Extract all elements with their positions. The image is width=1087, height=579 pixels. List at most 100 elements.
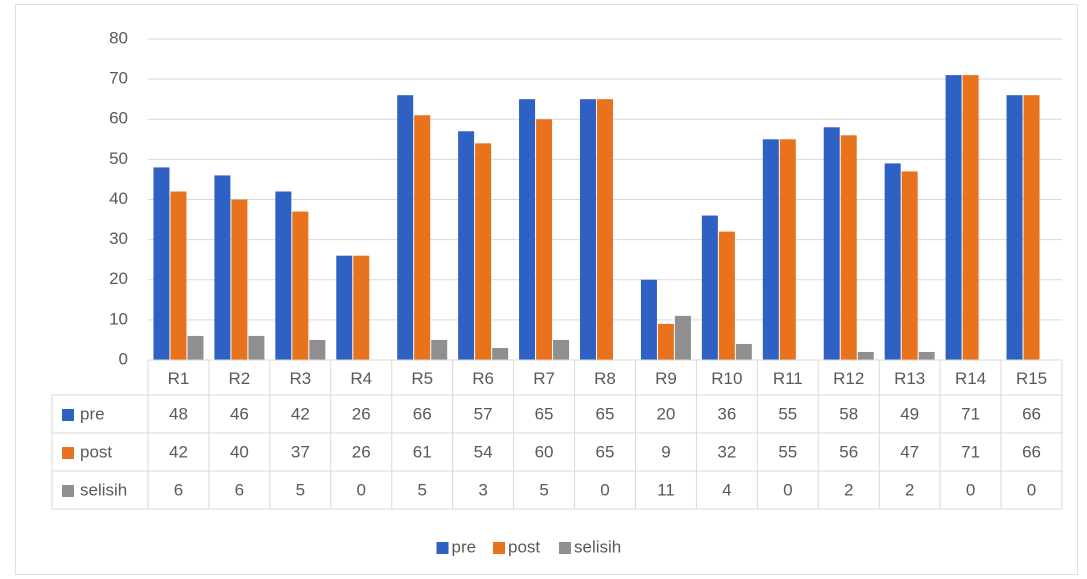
bar xyxy=(858,352,874,360)
bar xyxy=(1007,95,1023,360)
table-legend-key xyxy=(62,447,74,459)
y-tick-label: 80 xyxy=(109,28,128,47)
table-cell: 26 xyxy=(352,404,371,423)
table-cell: 54 xyxy=(474,442,493,461)
table-cell: 2 xyxy=(905,480,914,499)
table-cell: 4 xyxy=(722,480,731,499)
x-tick-label: R12 xyxy=(833,369,864,388)
bar xyxy=(824,127,840,360)
x-tick-label: R13 xyxy=(894,369,925,388)
y-tick-label: 10 xyxy=(109,309,128,328)
x-tick-label: R3 xyxy=(289,369,311,388)
bar xyxy=(702,216,718,360)
x-tick-label: R11 xyxy=(773,369,803,388)
bar xyxy=(353,256,369,360)
y-tick-label: 70 xyxy=(109,69,128,88)
bar xyxy=(580,99,596,360)
table-cell: 55 xyxy=(778,442,797,461)
bar xyxy=(292,212,308,360)
bar xyxy=(719,232,735,360)
x-tick-label: R7 xyxy=(533,369,555,388)
bar xyxy=(231,200,247,361)
bar xyxy=(492,348,508,360)
table-cell: 65 xyxy=(535,404,554,423)
table-row-label: post xyxy=(80,442,112,461)
bar xyxy=(675,316,691,360)
x-tick-label: R9 xyxy=(655,369,677,388)
bar xyxy=(841,135,857,360)
bar xyxy=(597,99,613,360)
table-cell: 20 xyxy=(656,404,675,423)
table-cell: 42 xyxy=(169,442,188,461)
x-tick-label: R8 xyxy=(594,369,616,388)
table-cell: 66 xyxy=(1022,442,1041,461)
table-cell: 26 xyxy=(352,442,371,461)
table-cell: 58 xyxy=(839,404,858,423)
legend-key xyxy=(437,542,449,554)
chart: 01020304050607080R1R2R3R4R5R6R7R8R9R10R1… xyxy=(0,0,1087,579)
bar xyxy=(763,139,779,360)
table-cell: 55 xyxy=(778,404,797,423)
bar xyxy=(1024,95,1040,360)
table-legend-key xyxy=(62,485,74,497)
legend-key xyxy=(493,542,505,554)
table-cell: 5 xyxy=(296,480,305,499)
table-cell: 66 xyxy=(1022,404,1041,423)
table-cell: 5 xyxy=(417,480,426,499)
x-tick-label: R15 xyxy=(1016,369,1047,388)
bar xyxy=(431,340,447,360)
bar xyxy=(641,280,657,360)
bar xyxy=(275,191,291,360)
y-tick-label: 20 xyxy=(109,269,128,288)
bar xyxy=(458,131,474,360)
bar xyxy=(397,95,413,360)
table-cell: 40 xyxy=(230,442,249,461)
table-cell: 65 xyxy=(596,442,615,461)
table-cell: 49 xyxy=(900,404,919,423)
table-cell: 71 xyxy=(961,404,980,423)
table-cell: 6 xyxy=(235,480,244,499)
table-cell: 0 xyxy=(600,480,609,499)
y-tick-label: 40 xyxy=(109,189,128,208)
x-tick-label: R5 xyxy=(411,369,433,388)
y-tick-label: 60 xyxy=(109,109,128,128)
bar xyxy=(536,119,552,360)
x-tick-label: R14 xyxy=(955,369,986,388)
table-cell: 0 xyxy=(966,480,975,499)
bar xyxy=(309,340,325,360)
bar xyxy=(946,75,962,360)
x-tick-label: R6 xyxy=(472,369,494,388)
bar xyxy=(475,143,491,360)
y-tick-label: 50 xyxy=(109,149,128,168)
table-cell: 61 xyxy=(413,442,432,461)
y-tick-label: 0 xyxy=(119,349,128,368)
bar xyxy=(963,75,979,360)
table-cell: 60 xyxy=(535,442,554,461)
bar xyxy=(170,191,186,360)
bar xyxy=(780,139,796,360)
x-tick-label: R10 xyxy=(711,369,742,388)
table-cell: 2 xyxy=(844,480,853,499)
legend-label: selisih xyxy=(574,537,621,556)
table-cell: 57 xyxy=(474,404,493,423)
bar xyxy=(919,352,935,360)
bar xyxy=(187,336,203,360)
table-cell: 71 xyxy=(961,442,980,461)
table-cell: 0 xyxy=(357,480,366,499)
table-cell: 42 xyxy=(291,404,310,423)
table-cell: 37 xyxy=(291,442,310,461)
table-cell: 66 xyxy=(413,404,432,423)
bar xyxy=(902,171,918,360)
table-cell: 0 xyxy=(1027,480,1036,499)
table-cell: 0 xyxy=(783,480,792,499)
bar xyxy=(885,163,901,360)
table-cell: 36 xyxy=(717,404,736,423)
table-cell: 6 xyxy=(174,480,183,499)
x-tick-label: R4 xyxy=(350,369,372,388)
y-tick-label: 30 xyxy=(109,229,128,248)
table-legend-key xyxy=(62,409,74,421)
table-row-label: pre xyxy=(80,404,105,423)
legend-label: post xyxy=(508,537,540,556)
bar xyxy=(736,344,752,360)
table-cell: 9 xyxy=(661,442,670,461)
